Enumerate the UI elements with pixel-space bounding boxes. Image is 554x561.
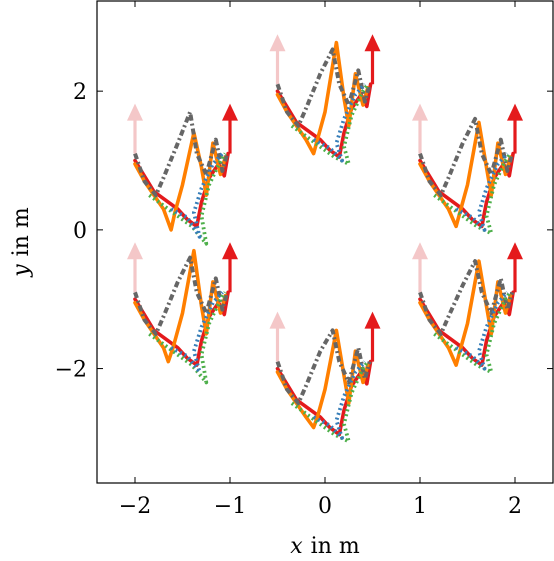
y-tick-label: 0 bbox=[73, 219, 87, 244]
start-pose-arrow bbox=[127, 242, 143, 293]
start-pose-arrow bbox=[412, 242, 428, 293]
plot-background bbox=[97, 1, 553, 483]
goal-pose-arrow bbox=[364, 34, 381, 85]
trajectory-gray-group-6 bbox=[418, 259, 515, 336]
trajectory-blue-group-6 bbox=[455, 291, 509, 371]
x-tick-label: 2 bbox=[508, 494, 522, 519]
y-tick-label: −2 bbox=[55, 358, 87, 383]
trajectory-blue-group-1 bbox=[170, 152, 224, 239]
goal-pose-arrow bbox=[507, 103, 523, 154]
x-tick-label: 1 bbox=[413, 494, 427, 519]
trajectory-gray-group-1 bbox=[133, 110, 230, 198]
trajectory-blue-group-2 bbox=[312, 82, 367, 163]
x-axis-unit: in m bbox=[311, 534, 360, 559]
x-tick-label: 0 bbox=[318, 494, 332, 519]
goal-pose-arrow bbox=[507, 242, 523, 293]
start-pose-arrow bbox=[412, 103, 428, 154]
y-tick-label: 2 bbox=[73, 80, 87, 105]
trajectory-gray-group-3 bbox=[418, 116, 515, 198]
x-axis-variable: x bbox=[290, 534, 303, 559]
trajectory-gray-group-4 bbox=[133, 255, 230, 336]
trajectory-green-group-3 bbox=[433, 152, 512, 236]
data-layer bbox=[127, 34, 523, 444]
tick-layer: −2 −1 0 1 2 −2 0 2 bbox=[55, 1, 553, 519]
trajectory-gray-group-2 bbox=[275, 47, 372, 128]
trajectory-green-group-6 bbox=[433, 291, 512, 374]
goal-pose-arrow bbox=[222, 242, 238, 293]
y-axis-unit: in m bbox=[9, 207, 34, 256]
y-axis-variable: y bbox=[9, 264, 34, 278]
y-axis-label: y in m bbox=[9, 207, 34, 278]
x-tick-label: −1 bbox=[214, 494, 246, 519]
start-pose-arrow bbox=[127, 103, 143, 154]
trajectory-blue-group-3 bbox=[455, 152, 509, 232]
trajectory-green-group-5 bbox=[290, 360, 370, 444]
trajectory-gray-group-5 bbox=[275, 328, 372, 406]
goal-pose-arrow bbox=[222, 103, 238, 154]
trajectory-blue-group-5 bbox=[312, 360, 367, 440]
trajectory-green-group-2 bbox=[290, 83, 370, 166]
start-pose-arrow bbox=[269, 311, 286, 362]
x-tick-label: −2 bbox=[119, 494, 151, 519]
x-axis-label: x in m bbox=[290, 534, 360, 559]
start-pose-arrow bbox=[269, 34, 286, 85]
goal-pose-arrow bbox=[364, 311, 381, 362]
